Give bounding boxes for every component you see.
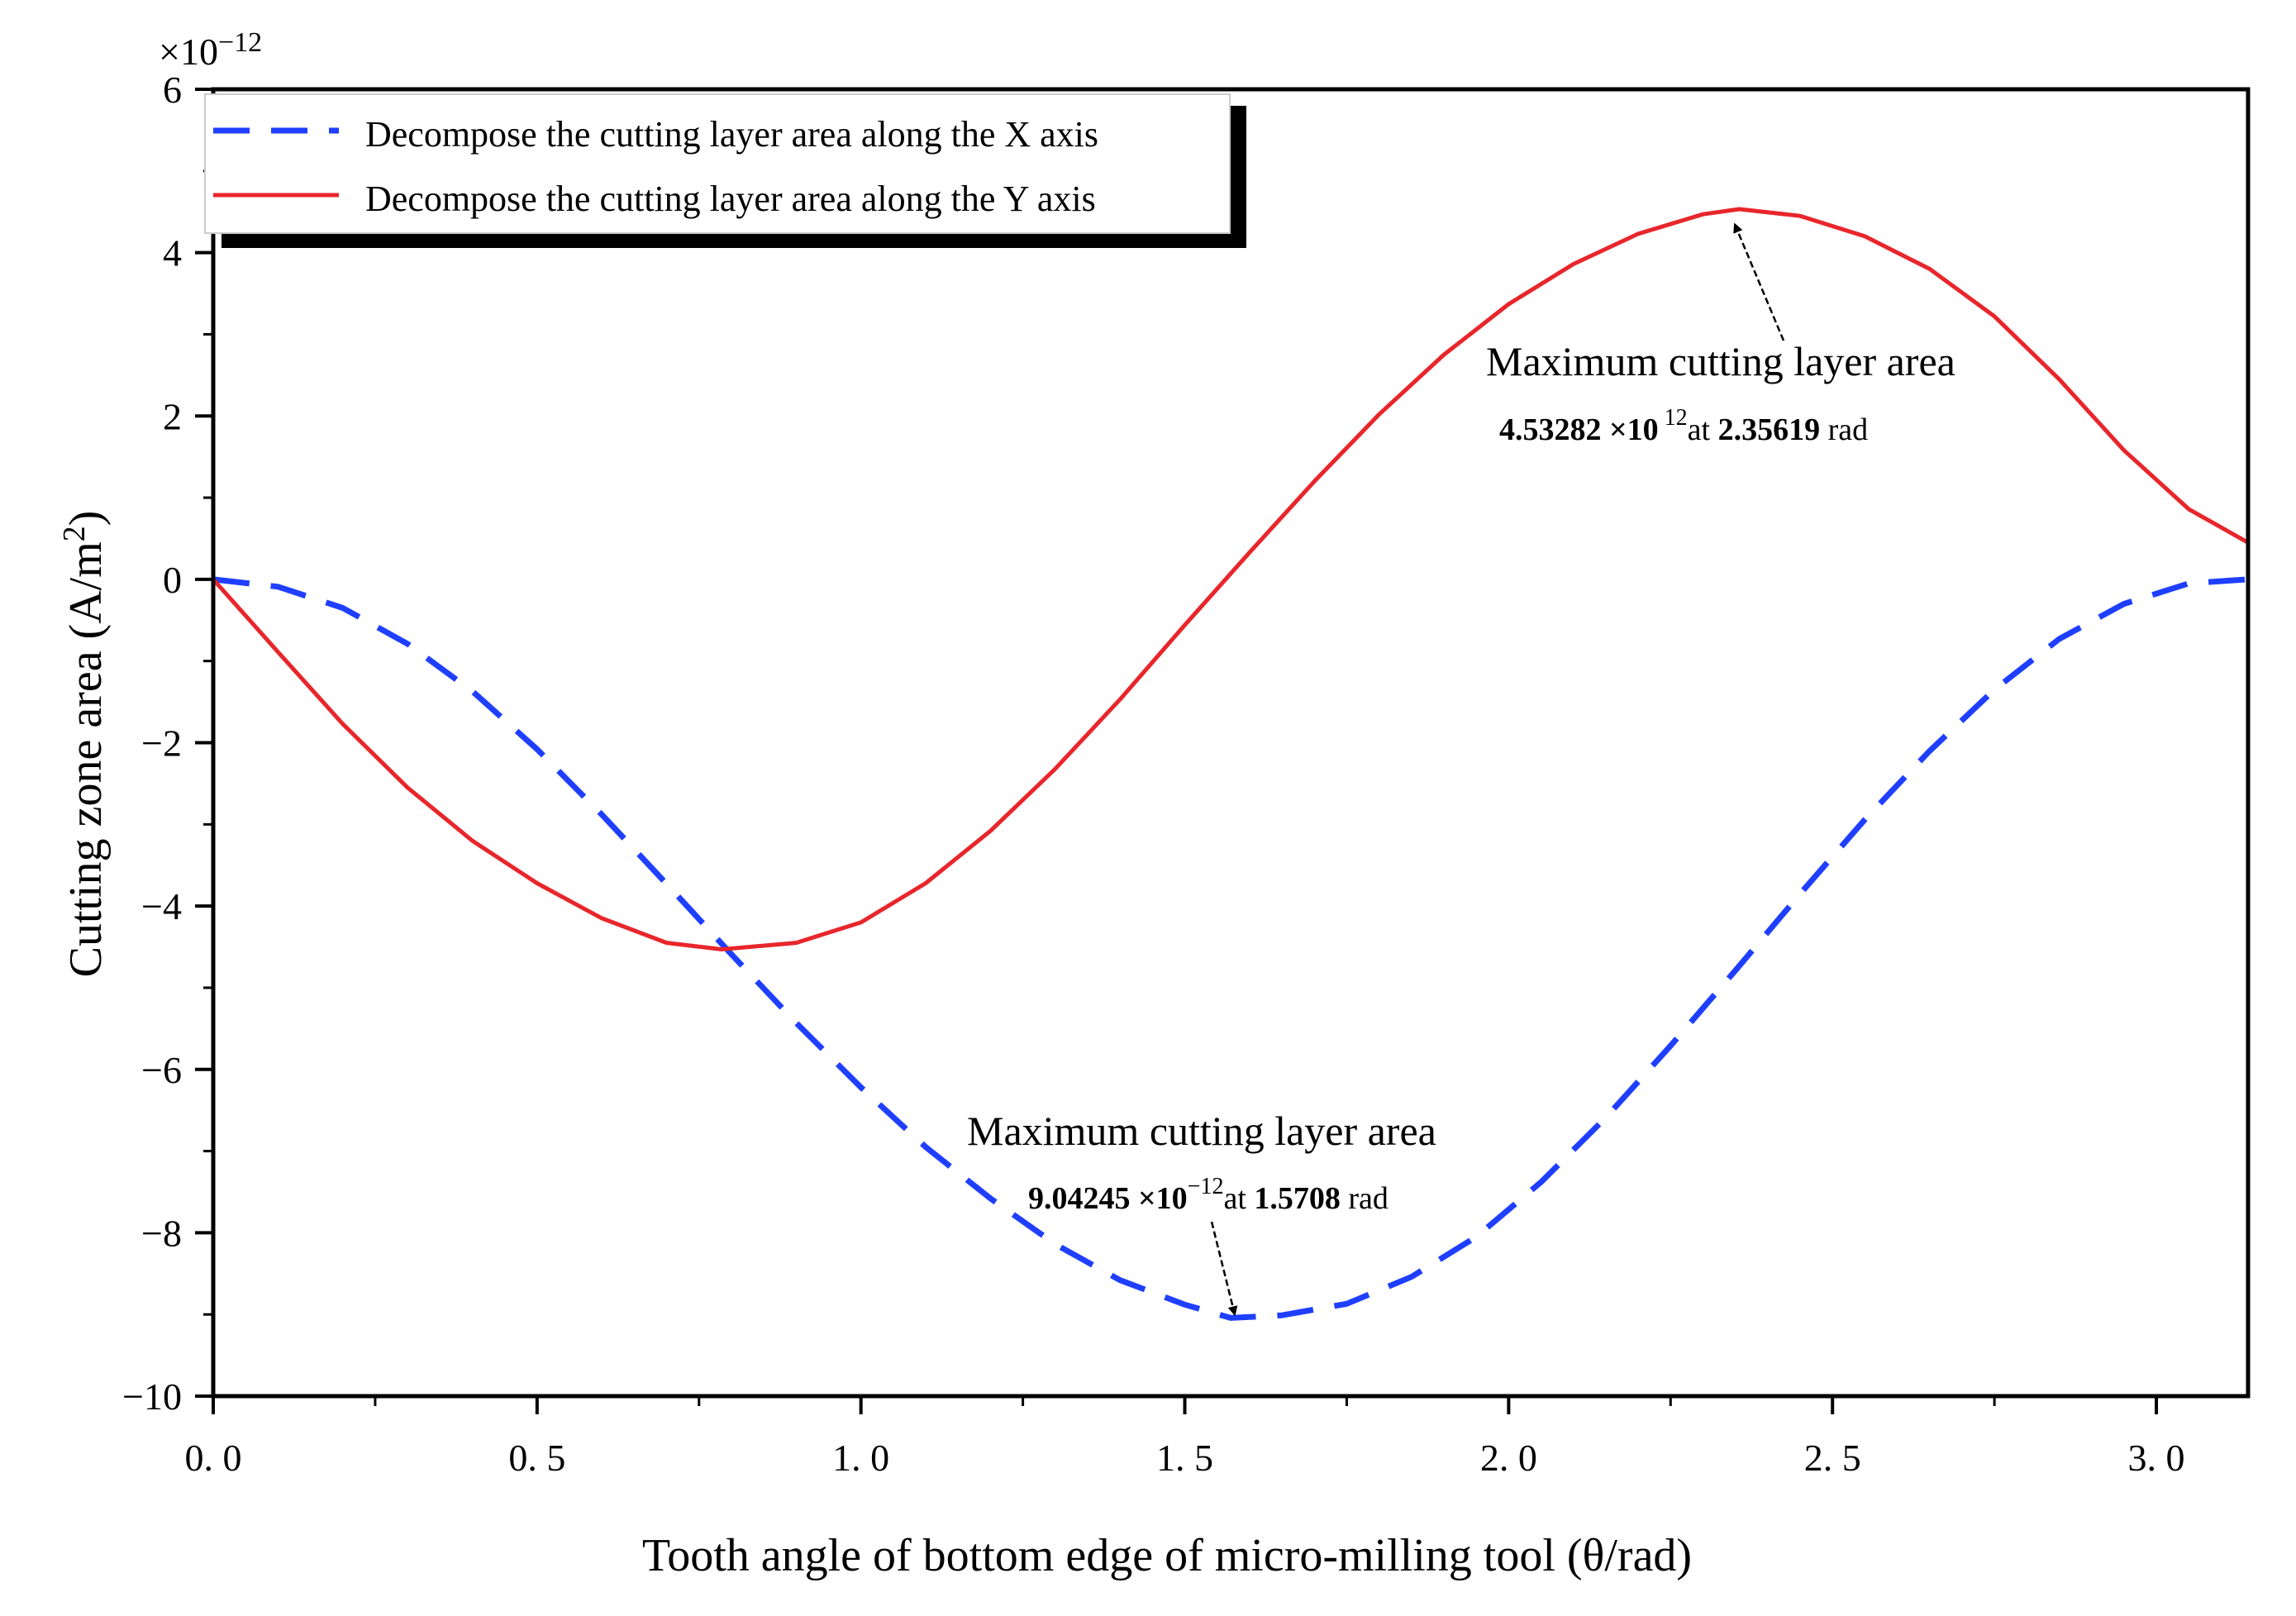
legend: Decompose the cutting layer area along t…: [204, 93, 1246, 248]
annotation-y-max-title: Maximum cutting layer area: [1486, 338, 1955, 384]
x-tick-label: 2. 5: [1804, 1437, 1861, 1479]
annotation-y-max-exp: 12: [1659, 405, 1688, 431]
y-axis-title-sup: 2: [57, 526, 92, 541]
y-tick-label: 2: [163, 395, 182, 437]
ticks-layer: 0. 0 0. 5 1. 0 1. 5 2. 0 2. 5 3. 0 −10 −8 −6 −4 −2 0…: [122, 69, 2184, 1479]
legend-label-x-axis: Decompose the cutting layer area along t…: [365, 114, 1098, 155]
annotation-y-max-at: at: [1688, 412, 1711, 447]
annotation-y-max: Maximum cutting layer area 4.53282 ×10 1…: [1486, 222, 1955, 447]
series-line-x-axis: [212, 576, 2249, 1321]
y-tick-label: 4: [163, 232, 182, 274]
x-axis-title: Tooth angle of bottom edge of micro-mill…: [642, 1530, 1692, 1581]
annotation-x-max-at: at: [1223, 1181, 1246, 1216]
x-tick-label: 1. 0: [832, 1437, 889, 1479]
y-tick-label: −6: [141, 1049, 182, 1091]
x-tick-label: 3. 0: [2128, 1437, 2185, 1479]
legend-label-y-axis: Decompose the cutting layer area along t…: [365, 179, 1096, 219]
y-multiplier-exp: −12: [218, 27, 262, 58]
y-tick-label: −10: [122, 1375, 182, 1418]
x-tick-label: 0. 0: [185, 1437, 242, 1479]
y-tick-label: −8: [141, 1212, 182, 1254]
annotation-x-max: Maximum cutting layer area 9.04245 ×10−1…: [967, 1108, 1436, 1317]
y-tick-label: −4: [141, 885, 182, 927]
y-axis-title-close: ): [60, 511, 112, 527]
x-tick-label: 2. 0: [1480, 1437, 1537, 1479]
y-multiplier: ×10−12: [159, 27, 262, 73]
plot-frame: [211, 87, 2251, 1399]
annotation-x-max-value: 9.04245 ×10−12at 1.5708 rad: [1028, 1174, 1389, 1216]
series-layer: [212, 207, 2250, 1321]
annotation-x-max-title: Maximum cutting layer area: [967, 1108, 1436, 1154]
annotation-x-max-exp: −12: [1188, 1174, 1224, 1199]
y-tick-label: 0: [163, 559, 182, 601]
x-tick-label: 1. 5: [1156, 1437, 1213, 1479]
annotation-x-max-arrow: [1210, 1221, 1238, 1317]
annotation-y-max-arrow: [1733, 222, 1785, 341]
y-tick-label: 6: [163, 69, 182, 111]
y-tick-label: −2: [141, 722, 182, 765]
series-line-y-axis: [212, 207, 2250, 951]
annotation-y-max-value: 4.53282 ×10 12at 2.35619 rad: [1499, 405, 1868, 447]
legend-box: [204, 93, 1231, 234]
y-axis-title: Cutting zone area (A/m2): [57, 511, 112, 978]
x-tick-label: 0. 5: [508, 1437, 565, 1479]
